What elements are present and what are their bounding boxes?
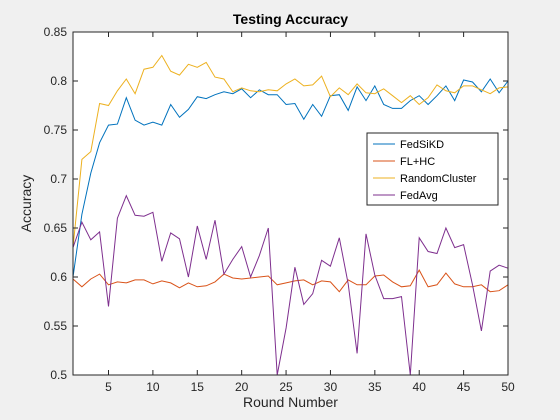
x-tick-label: 50 — [501, 380, 515, 394]
series-line-fl-hc — [72, 269, 509, 293]
y-tick-label: 0.5 — [50, 368, 67, 382]
x-tick-label: 25 — [279, 380, 293, 394]
series-line-randomcluster — [72, 54, 509, 248]
series-layer — [72, 54, 509, 376]
legend-label: RandomCluster — [400, 173, 477, 185]
y-axis-ticks: 0.5 0.55 0.6 0.65 0.7 0.75 0.8 0.85 — [44, 25, 508, 382]
chart-title: Testing Accuracy — [233, 11, 348, 27]
y-tick-label: 0.85 — [44, 25, 68, 39]
y-tick-label: 0.8 — [50, 74, 67, 88]
x-tick-label: 40 — [413, 380, 427, 394]
y-tick-label: 0.65 — [44, 221, 68, 235]
x-tick-label: 35 — [368, 380, 382, 394]
y-axis-label: Accuracy — [18, 175, 34, 233]
y-tick-label: 0.6 — [50, 270, 67, 284]
x-tick-label: 20 — [235, 380, 249, 394]
y-tick-label: 0.7 — [50, 172, 67, 186]
legend-box — [366, 132, 499, 206]
legend-label: FL+HC — [400, 156, 435, 168]
x-tick-label: 5 — [105, 380, 112, 394]
y-tick-label: 0.55 — [44, 319, 68, 333]
x-tick-label: 45 — [457, 380, 471, 394]
plot-frame — [72, 31, 509, 376]
series-line-fedsikd — [72, 78, 509, 278]
x-axis-label: Round Number — [243, 394, 338, 410]
y-tick-label: 0.75 — [44, 123, 68, 137]
x-tick-label: 10 — [146, 380, 160, 394]
x-tick-label: 15 — [191, 380, 205, 394]
x-axis-ticks: 5 10 15 20 25 30 35 40 45 50 — [105, 32, 515, 394]
legend-label: FedAvg — [400, 190, 438, 202]
x-tick-label: 30 — [324, 380, 338, 394]
legend: FedSiKD FL+HC RandomCluster FedAvg — [366, 132, 499, 206]
series-line-fedavg — [72, 194, 509, 376]
legend-label: FedSiKD — [400, 139, 444, 151]
